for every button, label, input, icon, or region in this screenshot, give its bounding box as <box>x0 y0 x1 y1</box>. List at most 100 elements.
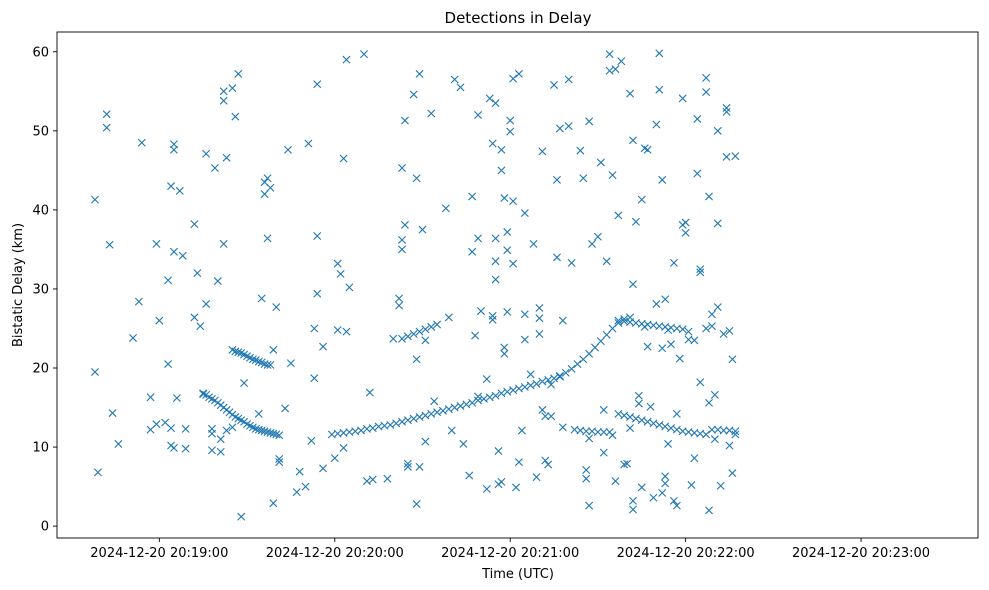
data-point <box>272 303 281 312</box>
data-point <box>631 217 640 226</box>
data-point <box>433 320 442 329</box>
data-point <box>576 146 585 155</box>
data-point <box>398 163 406 172</box>
data-point <box>360 50 368 59</box>
data-point <box>579 174 588 183</box>
data-point <box>257 426 266 435</box>
data-point <box>102 110 111 119</box>
data-point <box>216 435 225 444</box>
data-point <box>520 383 529 391</box>
data-point <box>555 371 564 380</box>
data-point <box>623 459 632 468</box>
data-point <box>409 414 418 423</box>
data-point <box>392 419 401 428</box>
data-point <box>541 456 550 465</box>
data-point <box>669 496 678 505</box>
data-point <box>602 257 611 266</box>
data-point <box>713 303 722 312</box>
data-point <box>713 126 722 135</box>
data-point <box>450 75 459 84</box>
data-point <box>599 428 608 437</box>
data-point <box>178 251 187 260</box>
data-point <box>196 322 205 331</box>
data-point <box>295 467 304 476</box>
data-point <box>421 411 430 420</box>
data-point <box>678 94 687 103</box>
data-point <box>339 443 348 452</box>
data-point <box>497 145 506 154</box>
data-point <box>532 379 541 388</box>
data-point <box>506 127 515 136</box>
data-point <box>514 458 523 467</box>
data-point <box>313 231 322 240</box>
data-point <box>114 439 123 448</box>
data-point <box>552 253 561 262</box>
data-point <box>146 393 155 402</box>
data-point <box>459 439 468 448</box>
data-point <box>538 147 547 156</box>
data-point <box>599 405 608 414</box>
data-point <box>544 460 553 469</box>
data-point <box>652 120 661 129</box>
data-point <box>611 477 620 486</box>
data-point <box>661 479 670 488</box>
data-point <box>520 310 529 319</box>
data-point <box>687 481 696 490</box>
data-point <box>137 138 146 147</box>
data-point <box>561 368 570 377</box>
data-point <box>292 488 301 497</box>
data-point <box>134 297 143 306</box>
data-point <box>512 483 521 492</box>
data-point <box>167 424 176 433</box>
data-point <box>629 136 637 145</box>
data-point <box>526 370 535 379</box>
data-point <box>611 65 620 74</box>
data-point <box>398 235 406 244</box>
data-point <box>582 427 591 436</box>
data-point <box>444 405 453 414</box>
data-point <box>254 425 263 434</box>
data-point <box>310 374 319 383</box>
data-point <box>412 355 421 364</box>
data-point <box>491 275 500 284</box>
data-point <box>555 372 564 381</box>
data-point <box>430 397 439 406</box>
data-point <box>190 220 199 229</box>
data-point <box>450 403 459 412</box>
y-tick-label: 40 <box>32 203 49 218</box>
data-point <box>605 428 614 437</box>
data-point <box>678 325 687 334</box>
data-point <box>605 66 614 75</box>
data-point <box>532 473 541 482</box>
data-point <box>725 441 734 450</box>
data-point <box>664 439 673 448</box>
data-point <box>558 423 567 432</box>
data-point <box>488 139 497 148</box>
data-point <box>500 194 509 203</box>
data-point <box>275 454 284 463</box>
data-point <box>263 428 272 437</box>
data-point <box>637 416 646 425</box>
data-point <box>672 425 681 434</box>
data-point <box>301 482 310 491</box>
data-point <box>474 392 483 401</box>
data-point <box>254 357 263 366</box>
data-point <box>585 501 594 510</box>
data-point <box>251 424 260 433</box>
data-point <box>497 477 506 486</box>
data-point <box>476 307 485 316</box>
data-point <box>482 375 491 384</box>
data-point <box>231 112 240 121</box>
data-point <box>175 186 184 195</box>
data-point <box>333 326 342 335</box>
data-point <box>403 462 412 471</box>
data-point <box>722 107 731 116</box>
data-point <box>608 171 617 180</box>
data-point <box>222 426 231 435</box>
data-point <box>707 425 716 434</box>
data-point <box>526 381 535 390</box>
data-point <box>447 426 456 435</box>
data-point <box>462 400 471 409</box>
data-point <box>696 268 705 277</box>
data-point <box>538 377 547 386</box>
